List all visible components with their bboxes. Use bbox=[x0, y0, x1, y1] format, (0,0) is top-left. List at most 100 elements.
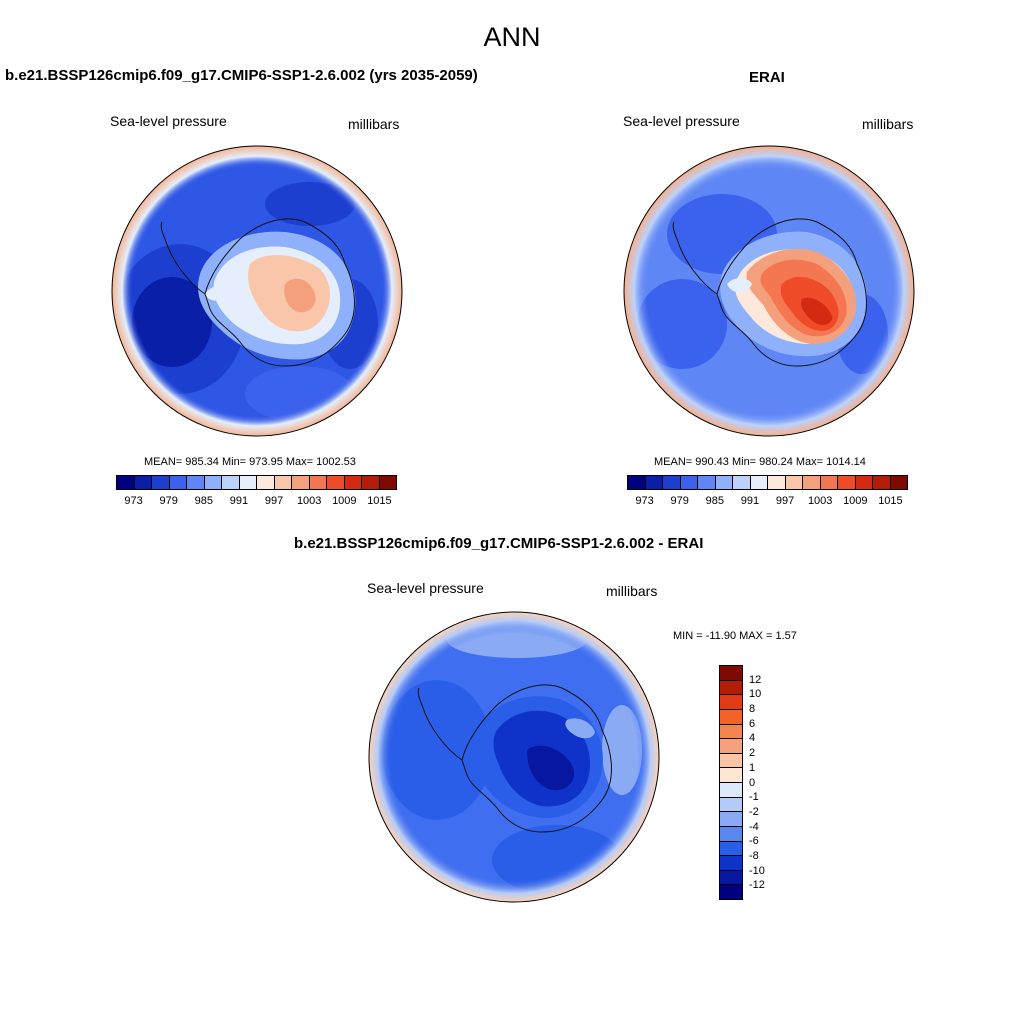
colorbar-swatch bbox=[274, 476, 292, 489]
colorbar-swatch bbox=[257, 476, 275, 489]
colorbar-swatch bbox=[720, 841, 742, 857]
obs-colorbar bbox=[627, 475, 908, 490]
colorbar-tick-label: 979 bbox=[159, 495, 178, 507]
colorbar-tick-label: -12 bbox=[749, 879, 765, 892]
colorbar-swatch bbox=[663, 476, 681, 489]
colorbar-swatch bbox=[768, 476, 786, 489]
colorbar-swatch bbox=[720, 739, 742, 754]
colorbar-tick-label: 1003 bbox=[296, 495, 322, 507]
model-slp-map bbox=[111, 145, 403, 437]
colorbar-swatch bbox=[720, 797, 742, 813]
model-colorbar bbox=[116, 475, 397, 490]
colorbar-swatch bbox=[379, 476, 396, 489]
colorbar-swatch bbox=[134, 476, 152, 489]
colorbar-swatch bbox=[222, 476, 240, 489]
colorbar-tick-label: 979 bbox=[670, 495, 689, 507]
colorbar-swatch bbox=[292, 476, 310, 489]
diff-panel-title: b.e21.BSSP126cmip6.f09_g17.CMIP6-SSP1-2.… bbox=[294, 535, 704, 552]
colorbar-tick-label: 1003 bbox=[807, 495, 833, 507]
colorbar-tick-label: -2 bbox=[749, 805, 759, 818]
colorbar-swatch bbox=[720, 709, 742, 725]
colorbar-tick-label: 6 bbox=[749, 717, 756, 730]
colorbar-swatch bbox=[362, 476, 380, 489]
colorbar-swatch bbox=[327, 476, 345, 489]
colorbar-tick-label: 1015 bbox=[878, 495, 903, 507]
colorbar-tick-label: -8 bbox=[749, 849, 759, 862]
diff-colorbar bbox=[719, 665, 743, 900]
colorbar-tick-label: 0 bbox=[749, 776, 756, 789]
colorbar-swatch bbox=[890, 476, 907, 489]
diff-units-label: millibars bbox=[606, 583, 658, 599]
colorbar-swatch bbox=[720, 826, 742, 842]
diff-slp-map bbox=[368, 611, 660, 903]
colorbar-swatch bbox=[720, 753, 742, 769]
colorbar-swatch bbox=[838, 476, 856, 489]
colorbar-swatch bbox=[803, 476, 821, 489]
colorbar-swatch bbox=[720, 695, 742, 710]
colorbar-swatch bbox=[720, 680, 742, 696]
colorbar-swatch bbox=[720, 870, 742, 886]
colorbar-swatch bbox=[750, 476, 768, 489]
colorbar-tick-label: -1 bbox=[749, 791, 759, 804]
colorbar-swatch bbox=[628, 476, 646, 489]
colorbar-tick-label: 10 bbox=[749, 688, 762, 701]
colorbar-swatch bbox=[785, 476, 803, 489]
colorbar-swatch bbox=[720, 783, 742, 798]
obs-panel-title: ERAI bbox=[749, 69, 785, 86]
obs-colorbar-ticks: 973 979 985 991 997 1003 1009 1015 bbox=[627, 495, 908, 509]
colorbar-tick-label: 1 bbox=[749, 761, 756, 774]
model-panel-title: b.e21.BSSP126cmip6.f09_g17.CMIP6-SSP1-2.… bbox=[5, 67, 478, 84]
colorbar-swatch bbox=[720, 856, 742, 871]
colorbar-tick-label: 12 bbox=[749, 673, 762, 686]
colorbar-tick-label: 997 bbox=[264, 495, 284, 507]
colorbar-swatch bbox=[204, 476, 222, 489]
diff-colorbar-ticks: 12 10 8 6 4 2 1 0 -1 -2 -4 -6 -8 -10 -12 bbox=[749, 665, 789, 900]
colorbar-swatch bbox=[680, 476, 698, 489]
colorbar-swatch bbox=[344, 476, 362, 489]
colorbar-tick-label: -10 bbox=[749, 864, 765, 877]
colorbar-tick-label: 985 bbox=[705, 495, 724, 507]
colorbar-tick-label: 2 bbox=[749, 747, 756, 760]
colorbar-tick-label: 973 bbox=[635, 495, 654, 507]
colorbar-swatch bbox=[720, 768, 742, 783]
colorbar-tick-label: 8 bbox=[749, 703, 756, 716]
model-units-label: millibars bbox=[348, 116, 400, 132]
colorbar-swatch bbox=[239, 476, 257, 489]
colorbar-swatch bbox=[733, 476, 751, 489]
model-colorbar-ticks: 973 979 985 991 997 1003 1009 1015 bbox=[116, 495, 397, 509]
figure-title: ANN bbox=[483, 22, 541, 52]
colorbar-tick-label: 973 bbox=[124, 495, 143, 507]
obs-stats: MEAN= 990.43 Min= 980.24 Max= 1014.14 bbox=[654, 456, 866, 468]
obs-slp-map bbox=[623, 145, 915, 437]
diff-stats: MIN = -11.90 MAX = 1.57 bbox=[673, 630, 797, 642]
colorbar-swatch bbox=[720, 812, 742, 827]
colorbar-tick-label: 1009 bbox=[332, 495, 357, 507]
colorbar-tick-label: -6 bbox=[749, 835, 759, 848]
colorbar-tick-label: 991 bbox=[229, 495, 249, 507]
colorbar-tick-label: 1015 bbox=[367, 495, 392, 507]
colorbar-swatch bbox=[152, 476, 170, 489]
colorbar-swatch bbox=[855, 476, 873, 489]
colorbar-swatch bbox=[720, 724, 742, 740]
colorbar-swatch bbox=[720, 885, 742, 899]
diff-variable-label: Sea-level pressure bbox=[367, 580, 484, 596]
colorbar-swatch bbox=[169, 476, 187, 489]
colorbar-swatch bbox=[645, 476, 663, 489]
colorbar-tick-label: 997 bbox=[775, 495, 795, 507]
obs-variable-label: Sea-level pressure bbox=[623, 113, 740, 129]
model-stats: MEAN= 985.34 Min= 973.95 Max= 1002.53 bbox=[144, 456, 356, 468]
model-variable-label: Sea-level pressure bbox=[110, 113, 227, 129]
colorbar-tick-label: 1009 bbox=[843, 495, 868, 507]
colorbar-swatch bbox=[820, 476, 838, 489]
colorbar-swatch bbox=[715, 476, 733, 489]
colorbar-tick-label: -4 bbox=[749, 820, 759, 833]
colorbar-swatch bbox=[873, 476, 891, 489]
colorbar-swatch bbox=[720, 666, 742, 681]
colorbar-swatch bbox=[117, 476, 135, 489]
colorbar-tick-label: 985 bbox=[194, 495, 213, 507]
colorbar-swatch bbox=[187, 476, 205, 489]
colorbar-tick-label: 991 bbox=[740, 495, 760, 507]
colorbar-swatch bbox=[698, 476, 716, 489]
obs-units-label: millibars bbox=[862, 116, 914, 132]
colorbar-swatch bbox=[309, 476, 327, 489]
